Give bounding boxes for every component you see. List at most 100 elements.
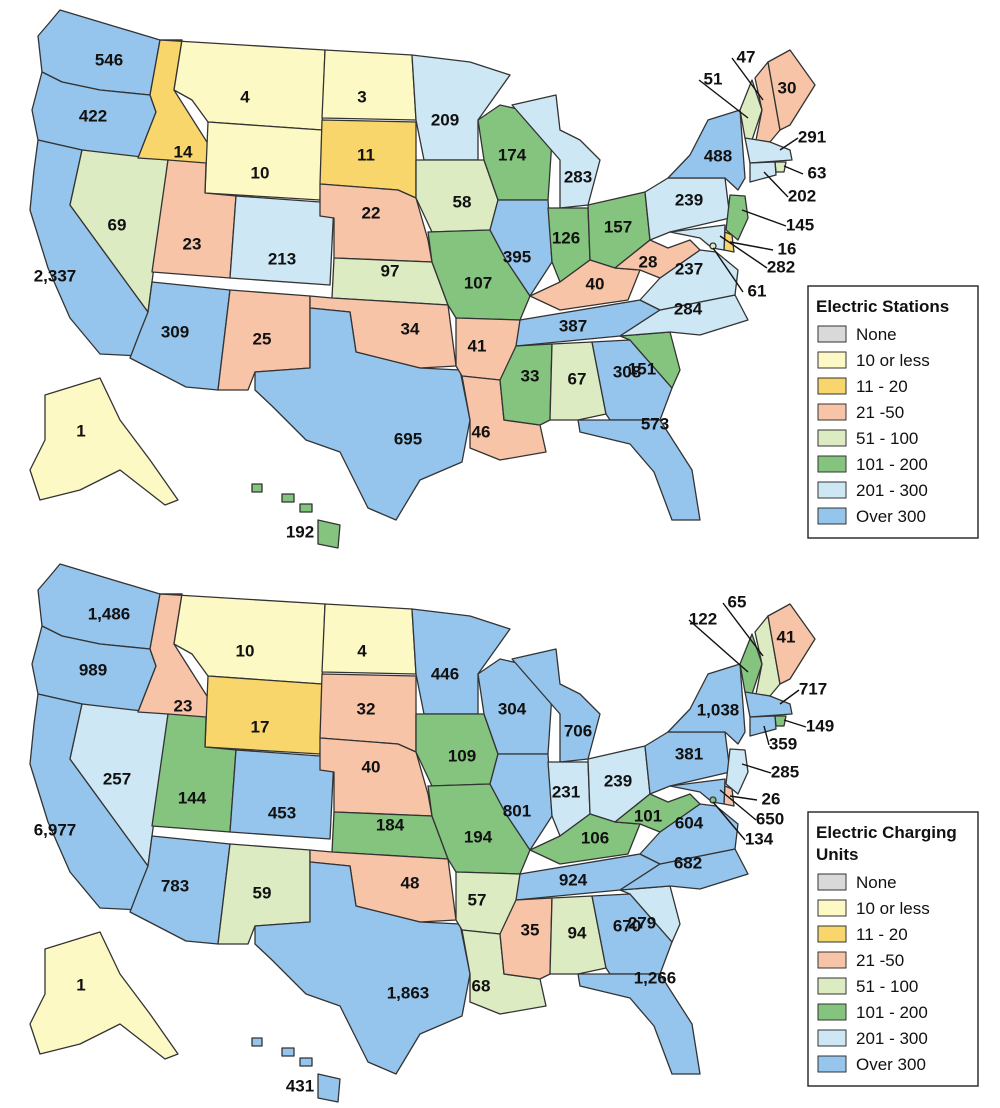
state-value-tn: 387 [559,316,587,335]
state-value-ut: 144 [178,788,207,807]
state-value-nc: 284 [674,299,703,318]
state-value-dc: 134 [745,829,774,848]
state-value-wi: 174 [498,145,527,164]
leader-line-md [719,789,757,821]
legend-item-label: None [856,325,897,344]
state-nd [321,49,417,121]
state-value-co: 453 [268,803,296,822]
electric-stations-map: 546 422 2,337 14 69 4 10 23 309 213 25 3 11 22 97 34 695… [29,9,979,549]
state-value-ks: 184 [376,815,405,834]
legend-swatch [817,873,847,891]
legend-item-label: 21 -50 [856,951,904,970]
state-value-wa: 1,486 [88,604,131,623]
legend-item-label: 51 - 100 [856,977,918,996]
leader-line-nh [722,602,764,657]
legend-swatch [817,377,847,395]
legend-swatch [817,507,847,525]
leader-line-ma [779,137,799,151]
state-hi [251,483,341,549]
state-value-tx: 695 [394,429,422,448]
state-vt [739,79,763,141]
state-ct [749,161,777,183]
state-value-wy: 10 [251,163,270,182]
state-value-ks: 97 [381,261,400,280]
state-value-nv: 257 [103,769,131,788]
leader-line-nh [731,57,764,101]
state-value-ia: 58 [453,192,472,211]
leader-line-ct [763,171,789,198]
state-value-mn: 446 [431,664,459,683]
state-value-md: 650 [756,809,784,828]
state-value-ma: 291 [798,127,826,146]
state-me [767,603,816,685]
legend-item-label: 51 - 100 [856,429,918,448]
state-mi [511,94,601,209]
state-labels: 1,4869896,977232571017144783453594324018… [34,592,834,1095]
state-ri [774,715,787,727]
state-value-ca: 2,337 [34,266,77,285]
state-value-de: 26 [762,789,781,808]
leader-line-vt [698,79,749,119]
legend: Electric Stations None 10 or less 11 - 20 21… [807,285,979,539]
state-value-fl: 1,266 [634,968,677,987]
state-al [549,341,607,421]
state-value-wv: 28 [639,252,658,271]
leader-line-vt [688,619,749,673]
state-value-sd: 32 [357,699,376,718]
legend-title: Units [816,845,859,864]
state-fl [577,973,701,1075]
state-value-pa: 239 [675,190,703,209]
legend-swatch [817,951,847,969]
state-ct [749,715,777,737]
state-wv [614,793,701,833]
legend-item-label: None [856,873,897,892]
state-value-ri: 149 [806,716,834,735]
state-value-mn: 209 [431,110,459,129]
state-value-ny: 488 [704,146,732,165]
state-ma [744,691,793,718]
state-value-sd: 11 [357,145,375,164]
state-value-az: 783 [161,876,189,895]
state-value-ak: 1 [76,421,85,440]
state-value-il: 801 [503,801,531,820]
state-value-mt: 4 [240,87,250,106]
leader-line-ma [779,689,800,705]
state-value-mo: 107 [464,273,492,292]
legend-item-label: Over 300 [856,507,926,526]
state-value-mi: 706 [564,721,592,740]
leader-line-de [729,795,758,801]
state-tx [254,861,471,1075]
state-value-vt: 122 [689,609,717,628]
state-value-ar: 41 [468,336,487,355]
leader-line-dc [712,801,746,841]
state-value-oh: 239 [604,771,632,790]
state-value-az: 309 [161,322,189,341]
leader-line-nj [741,763,772,774]
state-value-ok: 34 [401,319,420,338]
state-nd [321,603,417,675]
state-value-nj: 285 [771,762,799,781]
state-value-de: 16 [778,239,797,258]
state-value-nd: 4 [357,641,367,660]
state-value-ky: 106 [581,828,609,847]
state-co [229,195,335,286]
state-mn [411,608,511,715]
state-value-nd: 3 [357,87,366,106]
state-value-nm: 25 [253,329,272,348]
state-value-wy: 17 [251,717,270,736]
legend-item-label: 201 - 300 [856,481,928,500]
state-value-ak: 1 [76,975,85,994]
legend-swatch [817,899,847,917]
state-value-al: 67 [568,369,587,388]
electric-charging-units-map: 1,4869896,977232571017144783453594324018… [29,563,979,1103]
legend: Electric Charging Units None 10 or less 11 -… [807,811,979,1087]
state-value-ga: 308 [613,362,641,381]
state-value-hi: 192 [286,522,314,541]
leader-line-de [729,241,774,251]
states-layer [29,9,816,549]
state-value-mt: 10 [236,641,255,660]
state-value-tx: 1,863 [387,983,430,1002]
legend-swatch [817,429,847,447]
state-value-nj: 145 [786,215,814,234]
state-value-ne: 22 [362,203,381,222]
